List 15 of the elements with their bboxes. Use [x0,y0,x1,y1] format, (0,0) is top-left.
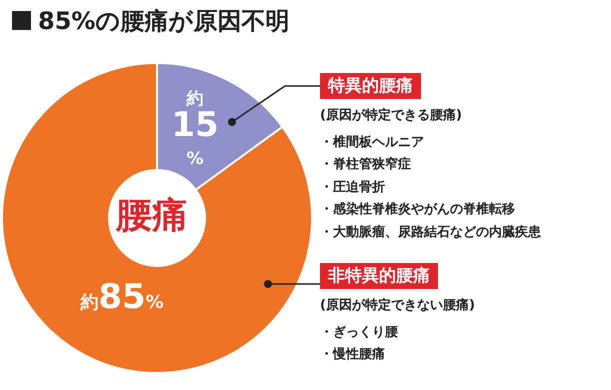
text: ・ぎっくり腰 [320,324,399,342]
slice-label: 非特異的腰痛 [320,263,438,289]
text: ・慢性腰痛 [320,346,386,364]
text: (原因が特定できない腰痛) [320,296,475,315]
text: (原因が特定できる腰痛) [320,106,463,125]
data-label: 約15% [171,89,219,169]
text: 腰痛 [115,195,188,236]
text: ・圧迫骨折 [320,178,386,196]
data-label: 約85% [79,277,164,317]
chart-title: 85%の腰痛が原因不明 [38,6,290,37]
text: ・大動脈瘤、尿路結石などの内臓疾患 [320,224,541,242]
text: ・脊柱管狭窄症 [320,156,412,174]
text: ・感染性脊椎炎やがんの脊椎転移 [320,200,516,219]
slice-label: 特異的腰痛 [320,73,421,99]
text: ・椎間板ヘルニア [320,134,425,152]
